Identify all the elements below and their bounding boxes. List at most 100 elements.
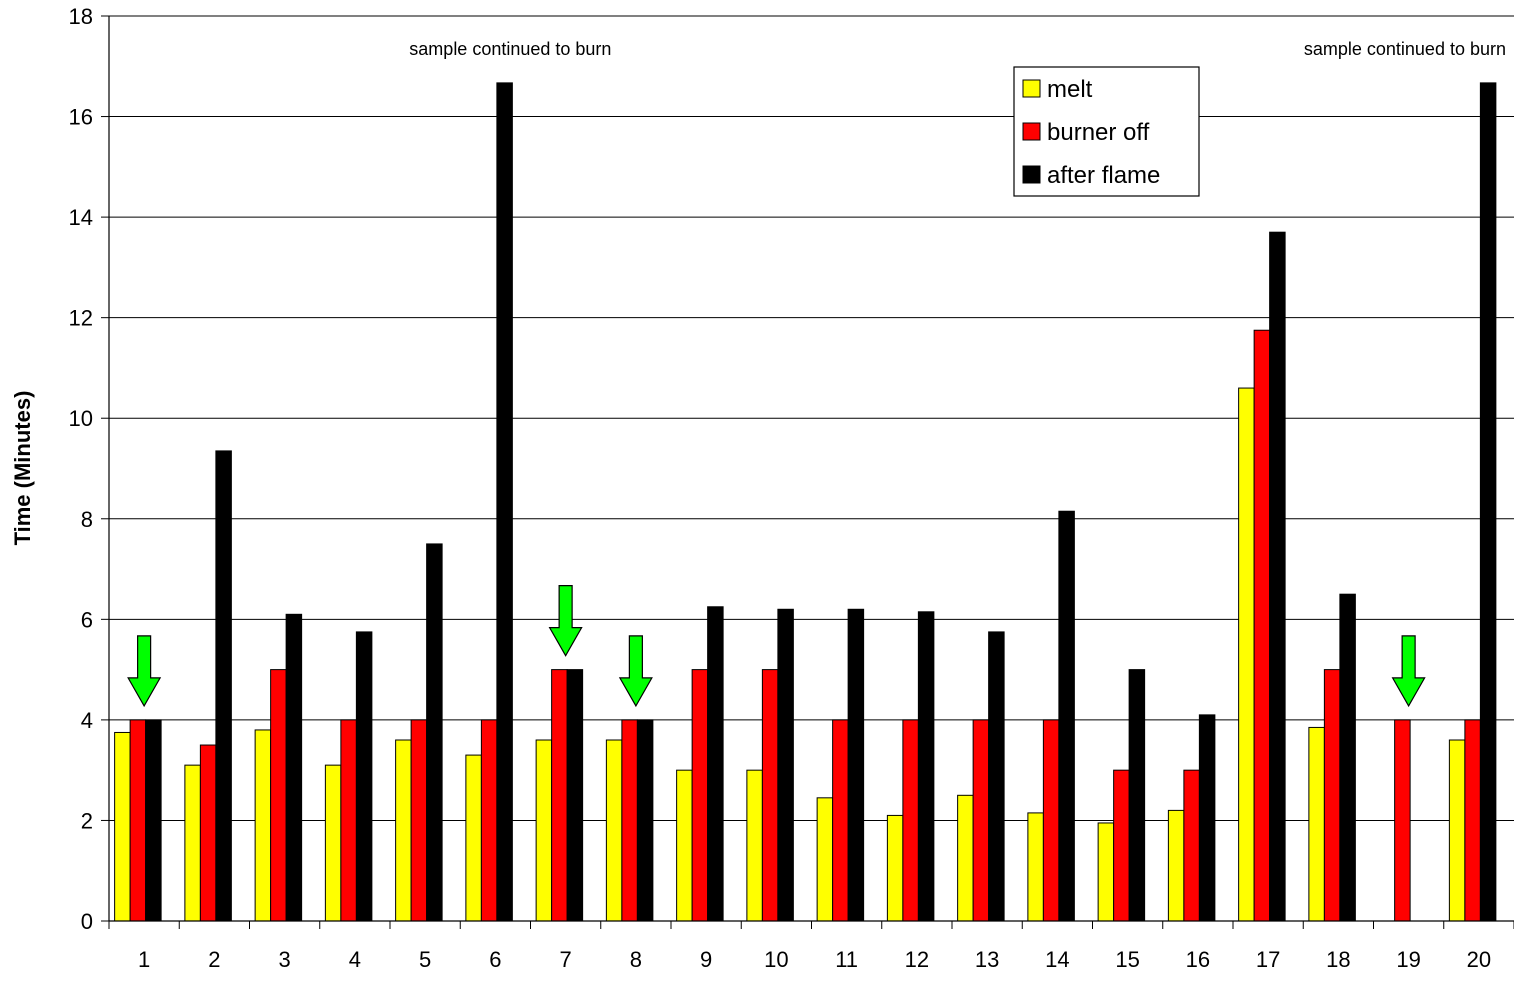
bar-melt	[957, 794, 974, 922]
arrow-icon	[1391, 635, 1426, 708]
bar-melt	[184, 764, 201, 922]
annotations: sample continued to burn sample continued…	[409, 39, 1506, 59]
bar-after-flame	[1479, 82, 1497, 922]
y-tick-label: 0	[81, 909, 93, 934]
bar-melt	[1308, 726, 1325, 922]
bar-after-flame	[215, 450, 232, 922]
legend-swatch	[1022, 165, 1041, 184]
bar-burner-off	[410, 719, 428, 922]
y-tick-label: 6	[81, 607, 93, 632]
bar-burner-off	[691, 669, 709, 922]
x-tick-label: 17	[1256, 947, 1280, 972]
bar-burner-off	[480, 719, 498, 922]
arrow-markers	[127, 585, 1426, 708]
bar-burner-off	[1394, 719, 1411, 922]
bar-burner-off	[972, 719, 990, 922]
bar-burner-off	[1253, 329, 1271, 922]
bar-burner-off	[1464, 719, 1481, 922]
x-tick-label: 12	[905, 947, 929, 972]
bar-burner-off	[832, 719, 849, 922]
x-tick-label: 4	[349, 947, 361, 972]
bar-after-flame	[777, 608, 794, 922]
x-tick-label: 6	[489, 947, 501, 972]
bar-burner-off	[1113, 769, 1130, 922]
y-tick-label: 8	[81, 507, 93, 532]
x-tick-label: 7	[560, 947, 572, 972]
bar-melt	[535, 739, 553, 922]
bar-melt	[1097, 822, 1115, 922]
bar-burner-off	[621, 719, 638, 922]
y-axis-label: Time (Minutes)	[10, 391, 35, 546]
bar-melt	[1448, 739, 1466, 922]
bar-after-flame	[426, 543, 443, 922]
bar-after-flame	[1198, 714, 1216, 922]
bar-burner-off	[199, 744, 217, 922]
bar-after-flame	[847, 608, 865, 922]
x-tick-label: 19	[1396, 947, 1420, 972]
axes	[101, 15, 1514, 929]
bar-melt	[324, 764, 342, 922]
y-tick-label: 14	[69, 205, 93, 230]
x-tick-label: 2	[208, 947, 220, 972]
x-tick-label: 5	[419, 947, 431, 972]
x-tick-label: 14	[1045, 947, 1069, 972]
annotation-label: sample continued to burn	[409, 39, 611, 59]
legend: melt burner off after flame	[1013, 66, 1200, 197]
bar-after-flame	[285, 613, 303, 922]
bar-melt	[816, 797, 834, 922]
bar-after-flame	[1058, 510, 1075, 922]
bar-burner-off	[1323, 669, 1341, 922]
bar-burner-off	[340, 719, 357, 922]
bar-after-flame	[988, 631, 1005, 922]
legend-label: after flame	[1047, 162, 1160, 189]
x-tick-label: 13	[975, 947, 999, 972]
bar-melt	[1027, 812, 1044, 922]
x-tick-label: 15	[1115, 947, 1139, 972]
y-tick-label: 16	[69, 105, 93, 130]
gridlines	[109, 15, 1514, 821]
legend-label: melt	[1047, 76, 1093, 103]
annotation-label: sample continued to burn	[1304, 39, 1506, 59]
bar-melt	[746, 769, 763, 922]
bars	[114, 82, 1497, 922]
bar-burner-off	[761, 669, 779, 922]
bar-burner-off	[902, 719, 919, 922]
legend-label: burner off	[1047, 119, 1150, 146]
x-tick-label: 9	[700, 947, 712, 972]
x-tick-label: 20	[1467, 947, 1491, 972]
arrow-icon	[618, 635, 653, 708]
bar-melt	[465, 754, 482, 922]
bar-after-flame	[496, 82, 513, 922]
x-tick-label: 10	[764, 947, 788, 972]
bar-melt	[886, 814, 904, 922]
bar-melt	[605, 739, 623, 922]
arrow-icon	[548, 585, 583, 657]
bar-burner-off	[270, 669, 287, 922]
legend-swatch	[1022, 79, 1041, 98]
y-tick-label: 2	[81, 808, 93, 833]
bar-burner-off	[1183, 769, 1200, 922]
x-tick-label: 11	[835, 947, 858, 972]
bar-after-flame	[145, 719, 162, 922]
bar-after-flame	[1339, 593, 1356, 922]
bar-after-flame	[917, 611, 935, 922]
legend-box	[1013, 66, 1200, 197]
arrow-icon	[127, 635, 162, 708]
y-tick-label: 10	[69, 406, 93, 431]
bar-after-flame	[355, 631, 373, 922]
x-tick-label: 8	[630, 947, 642, 972]
bar-after-flame	[566, 669, 584, 922]
bar-burner-off	[1042, 719, 1060, 922]
bar-melt	[1238, 387, 1255, 922]
bar-burner-off	[129, 719, 147, 922]
bar-after-flame	[636, 719, 654, 922]
legend-swatch	[1022, 122, 1041, 141]
bar-melt	[395, 739, 412, 922]
x-tick-label: 16	[1186, 947, 1210, 972]
bar-after-flame	[1128, 669, 1146, 922]
x-tick-label: 18	[1326, 947, 1350, 972]
bar-melt	[676, 769, 693, 922]
y-tick-label: 18	[69, 4, 93, 29]
